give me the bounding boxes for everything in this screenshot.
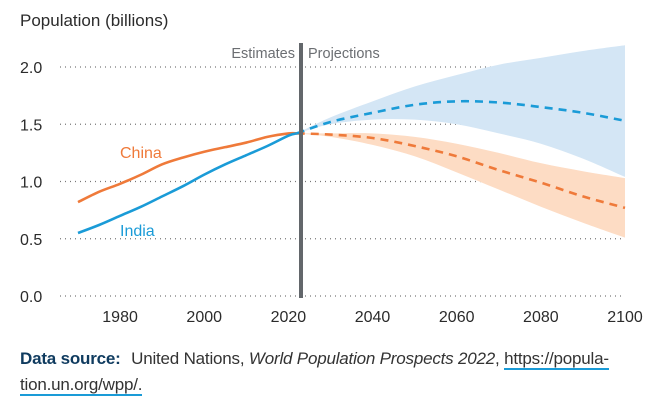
series-label-china: China — [120, 145, 162, 162]
y-tick-label: 0.0 — [20, 289, 42, 306]
caption-separator: , — [495, 349, 500, 368]
estimates-label: Estimates — [231, 46, 295, 62]
caption-publication: World Population Prospects 2022 — [248, 349, 496, 368]
projection-line-india — [296, 99, 626, 135]
y-tick-label: 1.5 — [20, 117, 42, 134]
projections-label: Projections — [308, 46, 380, 62]
series-label-india: India — [120, 223, 155, 240]
series-lines — [77, 99, 626, 235]
y-axis-title: Population (billions) — [20, 11, 168, 30]
y-tick-label: 0.5 — [20, 232, 42, 249]
x-tick-label: 2000 — [186, 309, 222, 326]
y-tick-label: 1.0 — [20, 175, 42, 192]
estimates-projections-divider: Estimates Projections — [231, 43, 380, 298]
y-tick-label: 2.0 — [20, 60, 42, 77]
caption-lead: Data source: — [20, 349, 121, 368]
estimate-line-china — [77, 131, 297, 204]
x-tick-label: 2040 — [355, 309, 391, 326]
caption-link[interactable]: https://popula-tion.un.org/wpp/. — [20, 349, 609, 396]
projection-band-india — [296, 45, 625, 177]
x-tick-labels: 1980 2000 2020 2040 2060 2080 2100 — [102, 309, 643, 326]
x-tick-label: 2100 — [607, 309, 643, 326]
x-tick-label: 2060 — [439, 309, 475, 326]
data-source-caption: Data source: United Nations, World Popul… — [20, 346, 640, 398]
x-tick-label: 2080 — [523, 309, 559, 326]
x-tick-label: 2020 — [271, 309, 307, 326]
population-chart: Population (billions) 0.0 0.5 1.0 1.5 2.0 19… — [20, 11, 643, 326]
estimate-line-india — [77, 132, 298, 235]
caption-source: United Nations, — [131, 349, 245, 368]
projection-bands — [296, 45, 625, 238]
y-tick-labels: 0.0 0.5 1.0 1.5 2.0 — [20, 60, 42, 306]
projection-band-china — [296, 133, 625, 238]
x-tick-label: 1980 — [102, 309, 138, 326]
projection-line-china — [296, 132, 626, 210]
